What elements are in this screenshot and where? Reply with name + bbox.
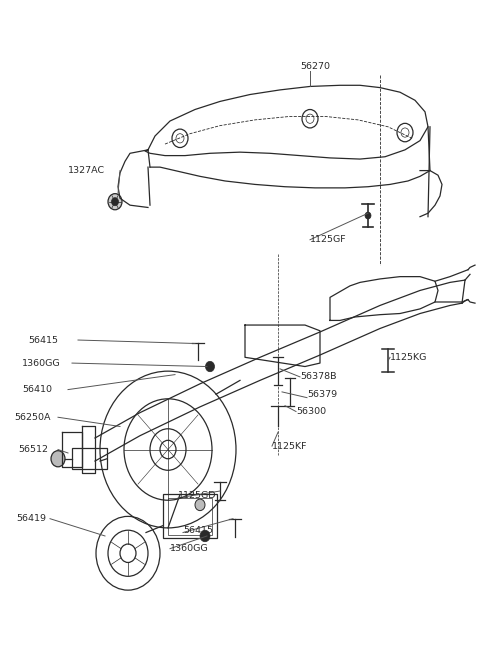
Text: 56410: 56410 xyxy=(22,385,52,394)
Text: 56379: 56379 xyxy=(307,390,337,399)
Text: 56270: 56270 xyxy=(300,62,330,72)
Text: 1360GG: 1360GG xyxy=(170,544,209,553)
Text: 56512: 56512 xyxy=(18,445,48,454)
Text: 56250A: 56250A xyxy=(14,413,50,422)
Text: 1360GG: 1360GG xyxy=(22,359,60,367)
Text: 1125GD: 1125GD xyxy=(178,491,216,500)
Text: 56415: 56415 xyxy=(183,526,213,535)
Circle shape xyxy=(51,451,65,467)
Bar xyxy=(72,448,107,469)
Text: 1125GF: 1125GF xyxy=(310,235,347,244)
Text: 56415: 56415 xyxy=(28,336,58,344)
Circle shape xyxy=(111,198,119,206)
Text: 1125KF: 1125KF xyxy=(272,442,308,451)
Text: 1125KG: 1125KG xyxy=(390,353,427,362)
Bar xyxy=(168,498,212,535)
Circle shape xyxy=(205,361,215,372)
Text: 56378B: 56378B xyxy=(300,373,336,382)
Circle shape xyxy=(108,194,122,210)
Circle shape xyxy=(195,499,205,510)
Circle shape xyxy=(365,212,371,219)
Text: 56300: 56300 xyxy=(296,407,326,416)
Text: 1327AC: 1327AC xyxy=(68,166,105,175)
Text: 56419: 56419 xyxy=(16,514,46,523)
Circle shape xyxy=(200,530,210,542)
